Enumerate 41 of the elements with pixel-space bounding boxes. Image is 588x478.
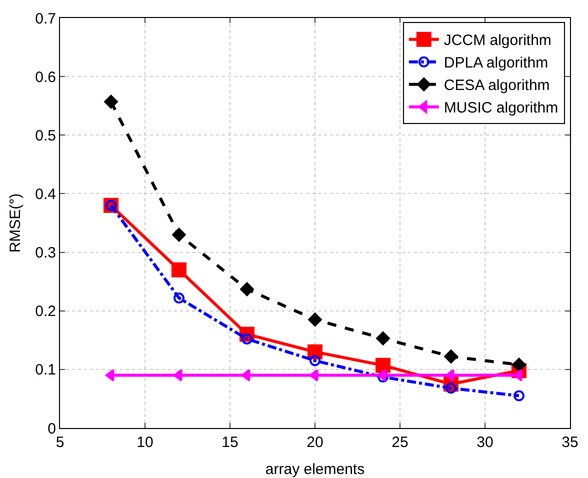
point — [514, 369, 522, 382]
point — [242, 369, 250, 382]
legend-label: JCCM algorithm — [444, 32, 552, 50]
y-tick-label: 0.4 — [35, 186, 56, 203]
y-tick-label: 0.5 — [35, 127, 56, 144]
y-tick-label: 0.6 — [35, 68, 56, 86]
y-tick-label: 0.7 — [35, 10, 56, 28]
point — [444, 350, 458, 364]
y-tick-label: 0 — [48, 420, 56, 438]
point — [240, 282, 254, 296]
x-tick-label: 35 — [562, 434, 578, 451]
legend-label: DPLA algorithm — [444, 54, 548, 72]
x-axis-title: array elements — [265, 461, 365, 478]
point — [174, 369, 182, 382]
point — [104, 94, 118, 109]
point — [172, 262, 186, 278]
x-tick-label: 10 — [136, 434, 154, 451]
point — [378, 369, 386, 382]
legend-label: MUSIC algorithm — [444, 100, 558, 117]
y-tick-label: 0.2 — [35, 303, 56, 320]
y-axis-title: RMSE(°) — [7, 193, 24, 253]
point — [106, 369, 114, 382]
point — [512, 358, 526, 372]
x-tick-label: 25 — [392, 434, 408, 451]
point — [376, 358, 390, 373]
y-tick-label: 0.1 — [35, 362, 56, 379]
x-tick-label: 15 — [222, 434, 238, 451]
point — [310, 369, 318, 382]
point — [376, 332, 390, 346]
y-tick-label: 0.3 — [35, 244, 56, 262]
point — [172, 228, 186, 242]
point — [308, 312, 322, 326]
point — [378, 372, 388, 383]
x-tick-label: 30 — [476, 434, 494, 451]
legend-label: CESA algorithm — [444, 77, 550, 94]
point — [310, 355, 320, 366]
x-tick-label: 5 — [56, 434, 64, 451]
point — [174, 292, 184, 304]
x-tick-label: 20 — [306, 434, 324, 451]
point — [514, 390, 524, 402]
point — [446, 369, 454, 382]
